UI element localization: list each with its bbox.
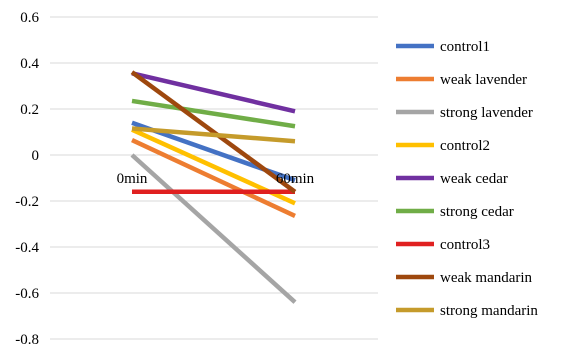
y-axis-tick-labels: 0.6 0.4 0.2 0 -0.2 -0.4 -0.6 -0.8 xyxy=(15,10,39,348)
legend-label: weak mandarin xyxy=(440,270,533,286)
y-tick-label: 0.2 xyxy=(20,102,39,118)
series-lines xyxy=(130,70,297,304)
series-line xyxy=(131,138,296,218)
legend-label: control3 xyxy=(440,237,490,253)
legend-label: strong mandarin xyxy=(440,303,538,319)
series-line xyxy=(131,126,296,144)
y-tick-label: 0.6 xyxy=(20,10,39,26)
series-line xyxy=(131,71,296,114)
series-line xyxy=(130,153,297,304)
y-tick-label: -0.8 xyxy=(15,332,39,348)
y-tick-label: -0.4 xyxy=(15,240,39,256)
y-tick-label: -0.2 xyxy=(15,194,39,210)
legend-label: strong lavender xyxy=(440,105,533,121)
series-line xyxy=(131,98,296,129)
legend-label: weak cedar xyxy=(440,171,508,187)
legend-label: weak lavender xyxy=(440,72,527,88)
legend-label: strong cedar xyxy=(440,204,514,220)
legend: control1 weak lavender strong lavender cont… xyxy=(396,39,538,319)
category-label: 0min xyxy=(117,171,148,187)
y-tick-label: 0 xyxy=(32,148,40,164)
y-tick-label: 0.4 xyxy=(20,56,39,72)
series-line xyxy=(130,70,297,194)
gridlines xyxy=(50,16,378,340)
category-label: 60min xyxy=(276,171,315,187)
legend-label: control1 xyxy=(440,39,490,55)
x-axis-category-labels: 0min 60min xyxy=(117,171,315,187)
legend-label: control2 xyxy=(440,138,490,154)
y-tick-label: -0.6 xyxy=(15,286,39,302)
